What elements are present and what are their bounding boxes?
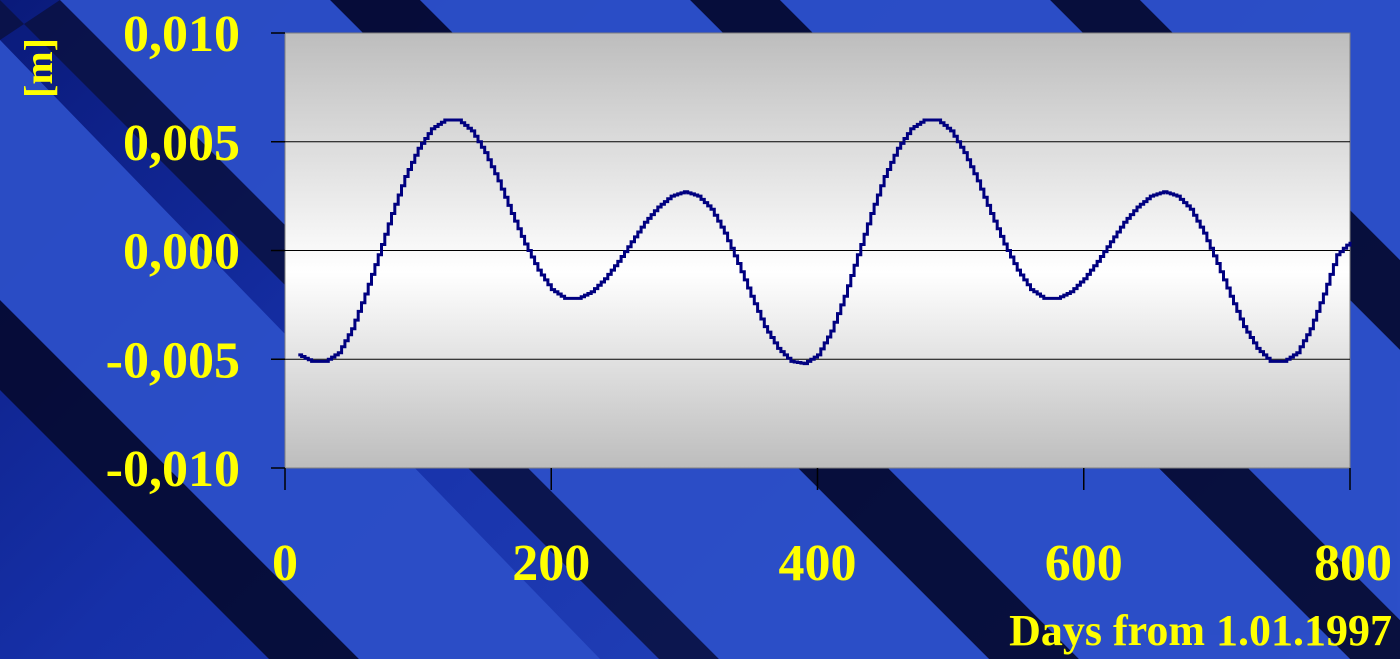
x-tick-label: 400 — [779, 535, 857, 592]
x-tick-marks — [284, 468, 1351, 490]
x-tick-label: 800 — [1314, 535, 1392, 592]
y-tick-labels: 0,010 0,005 0,000 -0,005 -0,010 — [106, 6, 240, 498]
grid-lines — [285, 141, 1350, 360]
y-tick-label: 0,005 — [123, 115, 240, 172]
x-axis-title: Days from 1.01.1997 — [1009, 606, 1392, 655]
x-tick-labels: 0 200 400 600 800 — [272, 535, 1392, 592]
y-axis-title: [m] — [16, 38, 61, 98]
y-tick-label: 0,010 — [123, 6, 240, 63]
y-tick-label: -0,010 — [106, 441, 240, 498]
x-tick-label: 0 — [272, 535, 298, 592]
x-tick-label: 600 — [1045, 535, 1123, 592]
y-tick-marks — [271, 32, 285, 469]
series-line — [298, 118, 1352, 366]
y-tick-label: -0,005 — [106, 332, 240, 389]
y-tick-label: 0,000 — [123, 224, 240, 281]
x-tick-label: 200 — [512, 535, 590, 592]
